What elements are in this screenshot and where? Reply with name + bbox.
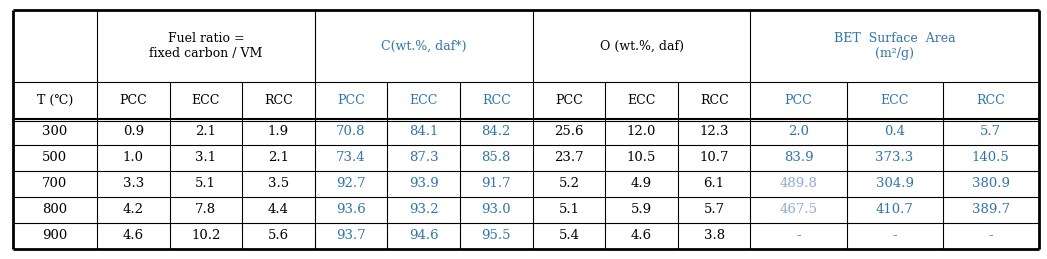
Text: 5.7: 5.7 — [704, 203, 725, 216]
Text: 140.5: 140.5 — [972, 151, 1009, 164]
Text: PCC: PCC — [119, 94, 147, 107]
Text: 3.5: 3.5 — [268, 177, 289, 190]
Text: RCC: RCC — [264, 94, 293, 107]
Text: RCC: RCC — [976, 94, 1005, 107]
Text: 87.3: 87.3 — [409, 151, 439, 164]
Text: 489.8: 489.8 — [780, 177, 818, 190]
Text: 83.9: 83.9 — [784, 151, 814, 164]
Text: ECC: ECC — [881, 94, 909, 107]
Text: 467.5: 467.5 — [780, 203, 818, 216]
Text: 0.4: 0.4 — [884, 125, 905, 138]
Text: 2.1: 2.1 — [268, 151, 289, 164]
Text: -: - — [892, 229, 897, 242]
Text: 800: 800 — [42, 203, 67, 216]
Text: O (wt.%, daf): O (wt.%, daf) — [600, 40, 684, 53]
Text: 10.5: 10.5 — [627, 151, 656, 164]
Text: 73.4: 73.4 — [336, 151, 365, 164]
Text: 93.0: 93.0 — [482, 203, 511, 216]
Text: 3.3: 3.3 — [122, 177, 143, 190]
Text: 5.9: 5.9 — [631, 203, 652, 216]
Text: 5.1: 5.1 — [558, 203, 579, 216]
Text: 93.2: 93.2 — [409, 203, 439, 216]
Text: 7.8: 7.8 — [196, 203, 217, 216]
Text: 91.7: 91.7 — [482, 177, 511, 190]
Text: Fuel ratio =
fixed carbon / VM: Fuel ratio = fixed carbon / VM — [149, 32, 263, 60]
Text: 4.4: 4.4 — [268, 203, 289, 216]
Text: 2.0: 2.0 — [788, 125, 809, 138]
Text: 84.2: 84.2 — [482, 125, 511, 138]
Text: 93.6: 93.6 — [336, 203, 366, 216]
Text: 5.4: 5.4 — [558, 229, 579, 242]
Text: ECC: ECC — [409, 94, 438, 107]
Text: 93.9: 93.9 — [408, 177, 439, 190]
Text: 0.9: 0.9 — [122, 125, 143, 138]
Text: ECC: ECC — [192, 94, 220, 107]
Text: 84.1: 84.1 — [409, 125, 439, 138]
Text: 3.8: 3.8 — [704, 229, 725, 242]
Text: PCC: PCC — [337, 94, 365, 107]
Text: 12.0: 12.0 — [627, 125, 656, 138]
Text: PCC: PCC — [784, 94, 812, 107]
Text: RCC: RCC — [699, 94, 729, 107]
Text: 2.1: 2.1 — [196, 125, 217, 138]
Text: 410.7: 410.7 — [875, 203, 913, 216]
Text: 1.0: 1.0 — [122, 151, 143, 164]
Text: 4.6: 4.6 — [122, 229, 143, 242]
Text: 5.1: 5.1 — [196, 177, 217, 190]
Text: ECC: ECC — [627, 94, 655, 107]
Text: 373.3: 373.3 — [875, 151, 914, 164]
Text: 85.8: 85.8 — [482, 151, 511, 164]
Text: C(wt.%, daf*): C(wt.%, daf*) — [381, 40, 467, 53]
Text: 6.1: 6.1 — [704, 177, 725, 190]
Text: 12.3: 12.3 — [699, 125, 729, 138]
Text: 500: 500 — [42, 151, 67, 164]
Text: 3.1: 3.1 — [196, 151, 217, 164]
Text: -: - — [988, 229, 993, 242]
Text: 900: 900 — [42, 229, 67, 242]
Text: 5.7: 5.7 — [980, 125, 1001, 138]
Text: -: - — [796, 229, 801, 242]
Text: 304.9: 304.9 — [875, 177, 914, 190]
Text: 25.6: 25.6 — [554, 125, 583, 138]
Text: 92.7: 92.7 — [336, 177, 365, 190]
Text: 95.5: 95.5 — [482, 229, 511, 242]
Text: 10.2: 10.2 — [192, 229, 221, 242]
Text: PCC: PCC — [555, 94, 583, 107]
Text: 380.9: 380.9 — [972, 177, 1009, 190]
Text: 70.8: 70.8 — [336, 125, 365, 138]
Text: 700: 700 — [42, 177, 67, 190]
Text: BET  Surface  Area
(m²/g): BET Surface Area (m²/g) — [833, 32, 955, 60]
Text: 4.6: 4.6 — [631, 229, 652, 242]
Text: 93.7: 93.7 — [336, 229, 366, 242]
Text: 389.7: 389.7 — [972, 203, 1009, 216]
Text: 1.9: 1.9 — [268, 125, 289, 138]
Text: 94.6: 94.6 — [409, 229, 439, 242]
Text: 4.2: 4.2 — [122, 203, 143, 216]
Text: 300: 300 — [42, 125, 67, 138]
Text: 23.7: 23.7 — [554, 151, 584, 164]
Text: RCC: RCC — [482, 94, 511, 107]
Text: 5.6: 5.6 — [268, 229, 289, 242]
Text: 10.7: 10.7 — [699, 151, 729, 164]
Text: 4.9: 4.9 — [631, 177, 652, 190]
Text: T (℃): T (℃) — [37, 94, 73, 107]
Text: 5.2: 5.2 — [558, 177, 579, 190]
